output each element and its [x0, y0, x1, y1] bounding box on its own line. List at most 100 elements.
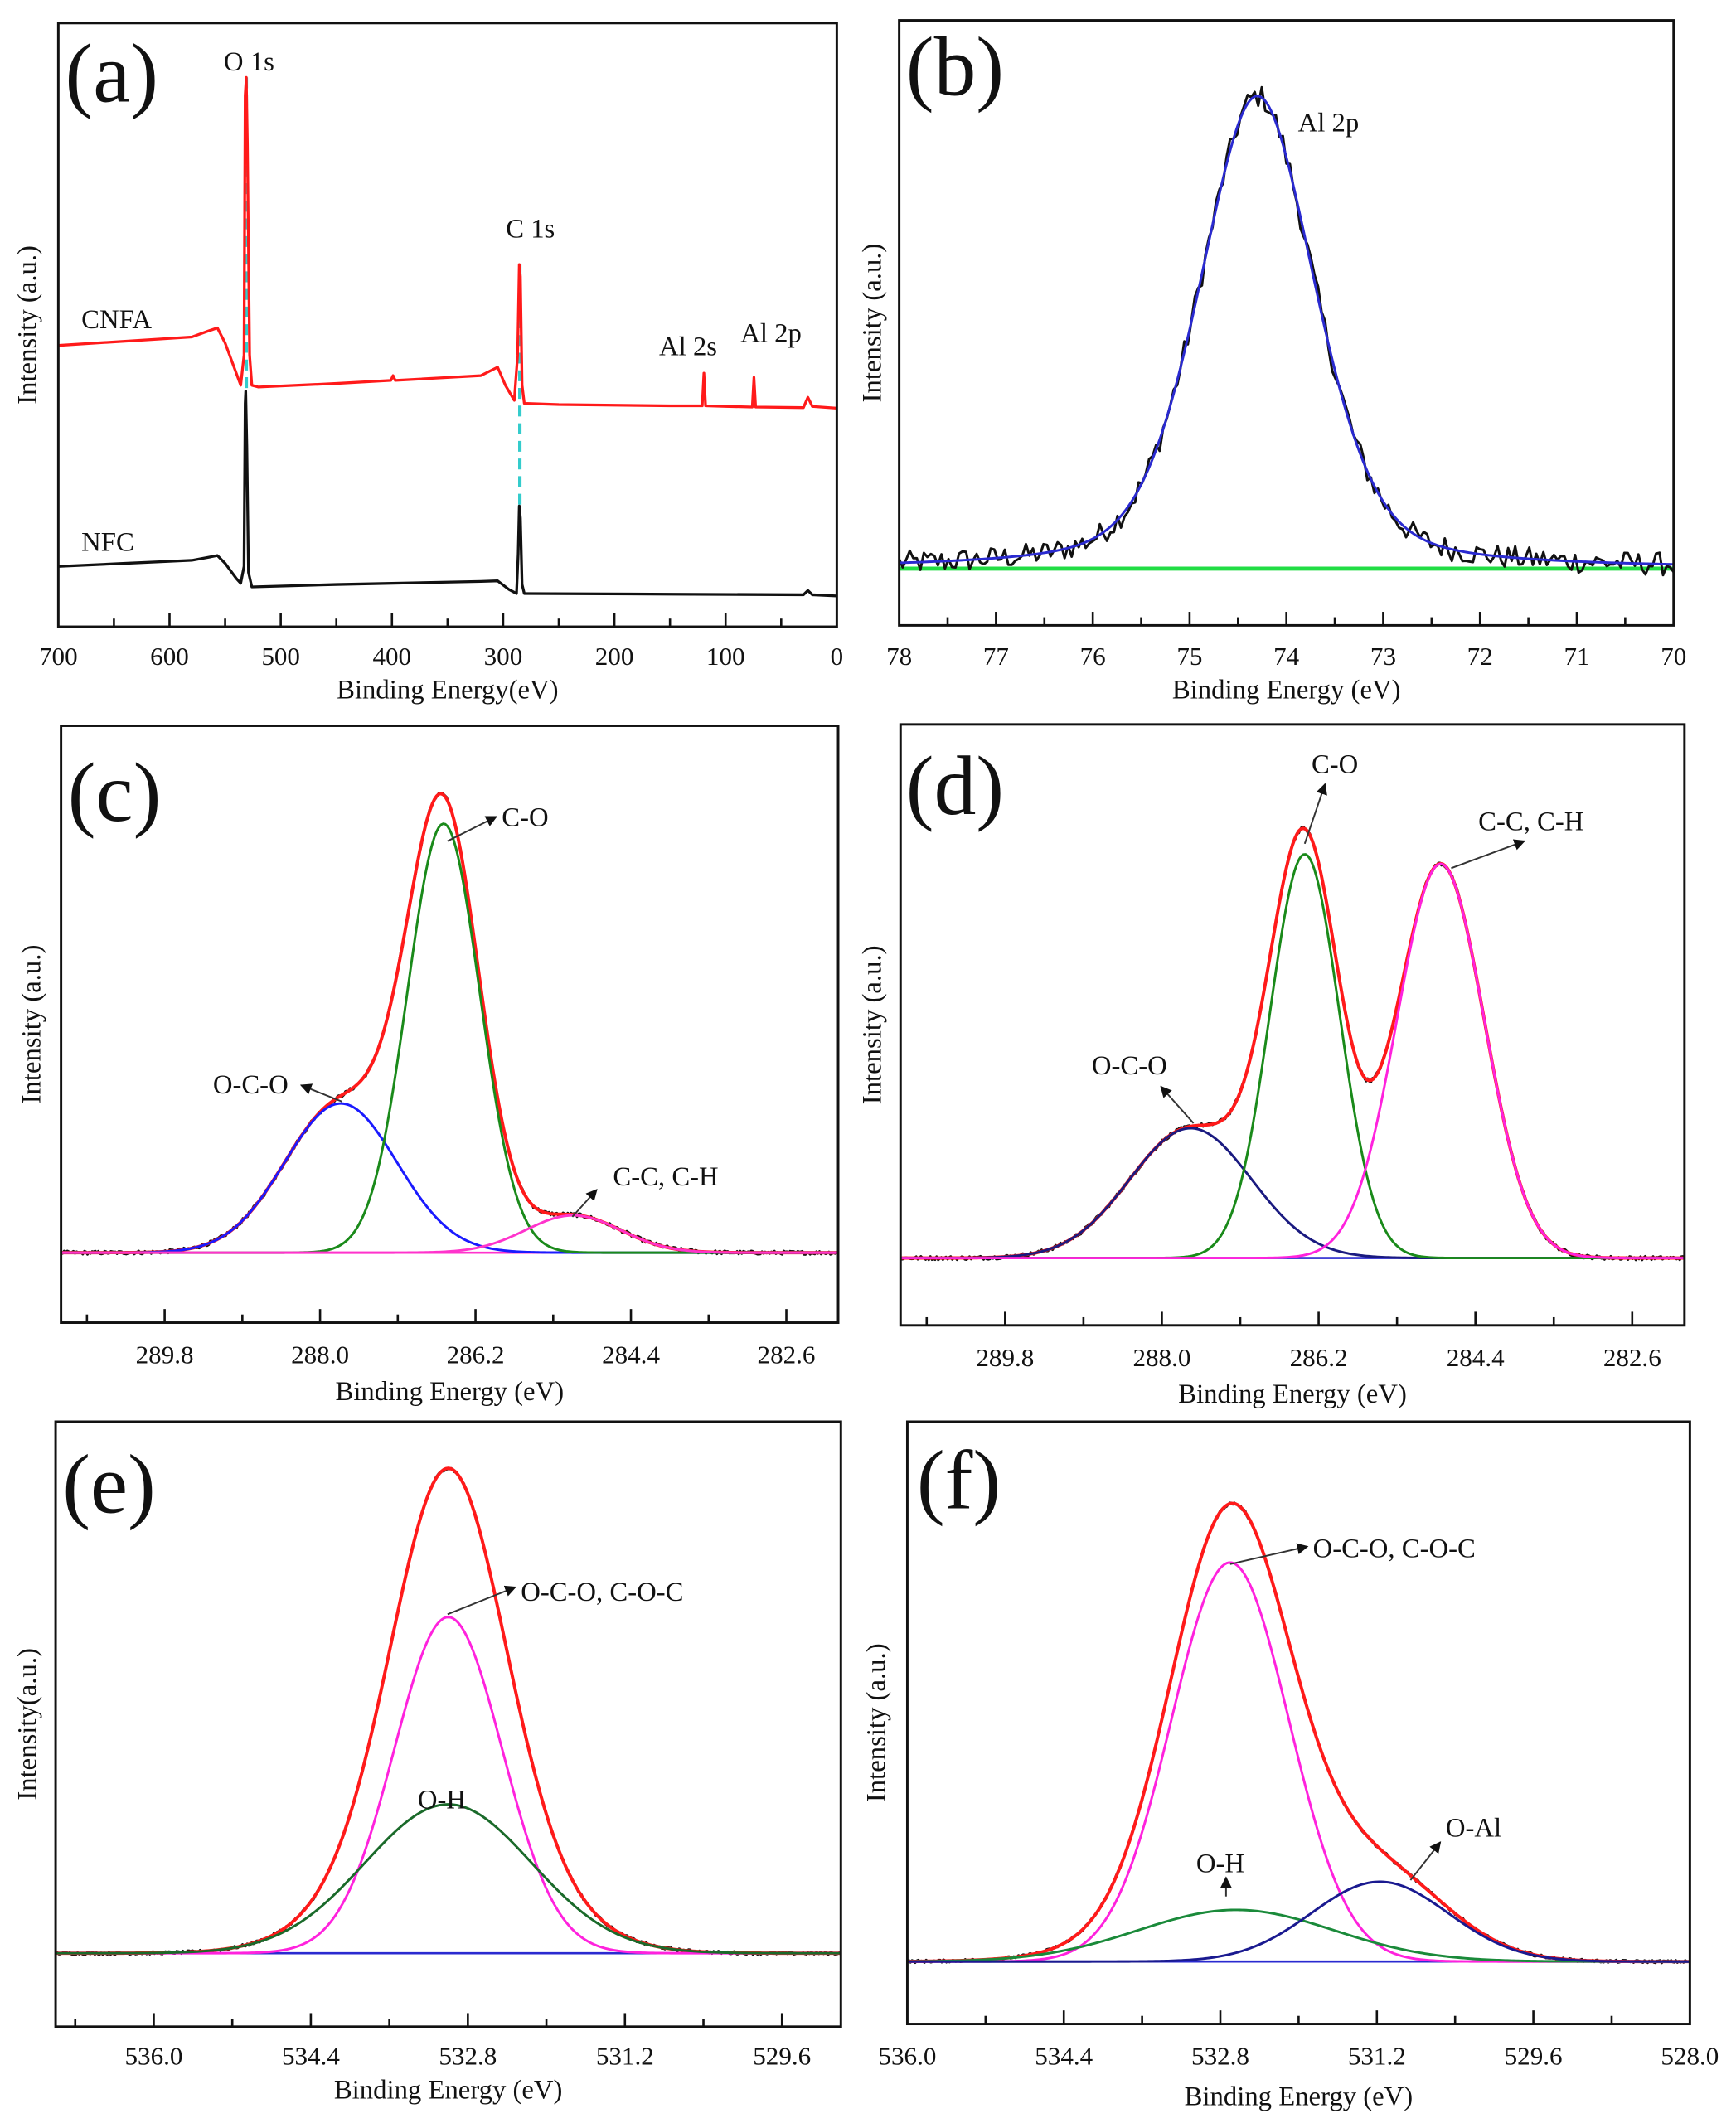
x-tick-label: 286.2 [447, 1340, 505, 1369]
x-axis-title: Binding Energy (eV) [1172, 676, 1401, 705]
x-tick-label: 200 [595, 642, 634, 671]
x-tick-label: 70 [1661, 642, 1686, 671]
annotation-arrow [1229, 1543, 1309, 1565]
component-peak-0 [899, 95, 1674, 566]
component-peak-0 [61, 1102, 839, 1254]
plot-frame [56, 22, 838, 628]
peak-annotation: O 1s [224, 47, 274, 77]
x-tick-label: 75 [1176, 642, 1202, 671]
panel-label: (e) [62, 1438, 156, 1531]
x-tick-label: 531.2 [596, 2042, 654, 2071]
peak-annotation: Al 2p [740, 318, 802, 348]
x-tick-label: 536.0 [125, 2042, 183, 2071]
x-tick-label: 529.6 [753, 2042, 811, 2071]
panel-label: (d) [906, 739, 1004, 832]
peak-annotation: C-C, C-H [1478, 807, 1583, 836]
x-tick-label: 76 [1080, 642, 1106, 671]
panel-label: (c) [68, 746, 162, 839]
x-axis-title: Binding Energy (eV) [1185, 2082, 1414, 2112]
annotation-arrow [1409, 1841, 1442, 1881]
x-tick-label: 282.6 [758, 1340, 816, 1369]
x-tick-label: 531.2 [1348, 2042, 1406, 2071]
x-tick-label: 288.0 [291, 1340, 349, 1369]
series-line-cnfa [58, 75, 837, 410]
annotation-arrow [447, 1585, 516, 1616]
peak-annotation: O-C-O [1092, 1051, 1167, 1081]
x-tick-label: 536.0 [878, 2042, 936, 2071]
panel-label: (b) [906, 21, 1004, 114]
x-tick-label: 284.4 [1447, 1343, 1505, 1372]
annotation-arrow [1160, 1085, 1195, 1124]
x-tick-label: 528.0 [1661, 2042, 1719, 2071]
plot-frame [60, 725, 840, 1324]
component-peak-1 [61, 822, 839, 1254]
panel-label: (f) [917, 1434, 1001, 1527]
panel-c: 289.8 288.0 286.2 284.4 282.6 Binding Energy … [17, 725, 840, 1407]
x-tick-label: 700 [39, 642, 78, 671]
annotation-arrow [1303, 783, 1327, 845]
panel-label: (a) [65, 27, 159, 120]
peak-annotation: O-C-O [213, 1070, 289, 1100]
x-tick-label: 78 [886, 642, 912, 671]
x-tick-label: 0 [831, 642, 844, 671]
x-tick-label: 534.4 [282, 2042, 340, 2071]
panel-e: 536.0 534.4 532.8 531.2 529.6 Binding Energy … [13, 1420, 842, 2106]
x-tick-label: 289.8 [136, 1340, 194, 1369]
annotation-arrow [299, 1083, 342, 1103]
raw-data-line [906, 1501, 1690, 1965]
y-axis-title: Intensity (a.u.) [17, 945, 46, 1104]
x-axis-title: Binding Energy (eV) [334, 2076, 563, 2106]
panel-a: 700 600 500 400 300 200 100 0 Binding Energy(eV)… [13, 22, 844, 705]
y-axis-title: Intensity (a.u.) [858, 945, 888, 1104]
x-tick-label: 300 [484, 642, 523, 671]
y-axis-title: Intensity (a.u.) [13, 245, 43, 405]
peak-annotation: CNFA [81, 305, 152, 335]
peak-annotation: NFC [81, 527, 134, 557]
peak-annotation: C-C, C-H [613, 1162, 718, 1192]
x-tick-label: 74 [1273, 642, 1300, 671]
peak-annotation: O-C-O, C-O-C [1313, 1534, 1476, 1564]
peak-annotation: Al 2s [659, 332, 717, 362]
x-axis-title: Binding Energy (eV) [336, 1377, 565, 1407]
fit-envelope-line [61, 792, 839, 1255]
x-axis-title: Binding Energy (eV) [1178, 1379, 1407, 1409]
component-peak-1 [907, 1908, 1690, 1963]
peak-annotation: O-Al [1446, 1814, 1501, 1844]
component-peak-1 [56, 1803, 841, 1955]
x-tick-label: 500 [261, 642, 300, 671]
x-tick-label: 77 [983, 642, 1009, 671]
fit-envelope-line [900, 826, 1685, 1260]
x-tick-label: 532.8 [1191, 2042, 1249, 2071]
peak-annotation: O-H [1196, 1849, 1244, 1878]
x-tick-label: 600 [150, 642, 189, 671]
x-tick-label: 532.8 [439, 2042, 497, 2071]
raw-data-line [54, 1466, 842, 1956]
component-peak-2 [907, 1880, 1690, 1963]
plot-frame [899, 723, 1686, 1327]
x-tick-label: 289.8 [976, 1343, 1034, 1372]
panel-f: 536.0 534.4 532.8 531.2 529.6 528.0 Binding En… [862, 1420, 1719, 2112]
x-tick-label: 529.6 [1505, 2042, 1563, 2071]
peak-annotation: C 1s [506, 214, 555, 244]
annotation-arrow [571, 1189, 598, 1218]
x-tick-label: 400 [372, 642, 411, 671]
y-axis-title: Intensity (a.u.) [858, 244, 888, 403]
annotation-arrow [447, 816, 497, 842]
x-tick-label: 286.2 [1290, 1343, 1348, 1372]
plot-frame [898, 19, 1675, 627]
annotation-arrow [1451, 839, 1526, 870]
component-peak-0 [907, 1561, 1690, 1963]
x-tick-label: 73 [1370, 642, 1396, 671]
panel-d: 289.8 288.0 286.2 284.4 282.6 Binding Energy … [858, 723, 1686, 1409]
peak-annotation: C-O [1312, 750, 1358, 780]
x-tick-label: 288.0 [1132, 1343, 1190, 1372]
y-axis-title: Intensity(a.u.) [13, 1648, 43, 1801]
raw-data-line [898, 85, 1675, 577]
series-line-nfc [58, 390, 837, 598]
x-tick-label: 71 [1564, 642, 1589, 671]
x-tick-label: 100 [706, 642, 745, 671]
peak-annotation: O-C-O, C-O-C [521, 1578, 683, 1607]
raw-data-line [900, 826, 1685, 1262]
component-peak-0 [900, 1127, 1685, 1260]
y-axis-title: Intensity (a.u.) [862, 1643, 892, 1802]
